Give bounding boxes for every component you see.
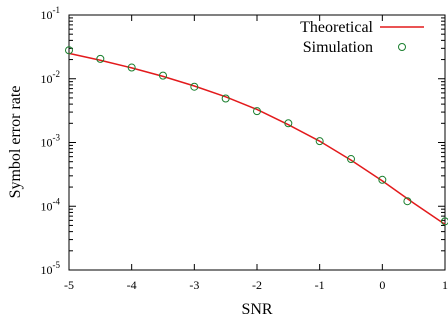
- y-axis-label: Symbol error rate: [7, 86, 24, 199]
- plot-frame: [68, 14, 446, 271]
- x-axis-label: SNR: [241, 301, 272, 318]
- y-tick-base: 10: [41, 8, 53, 22]
- x-tick-label-0: -5: [64, 278, 74, 292]
- x-tick-label-4: -1: [315, 278, 325, 292]
- x-tick-label-1: -4: [127, 278, 137, 292]
- simulation-point-9: [347, 155, 355, 164]
- simulation-point-8: [315, 137, 324, 146]
- y-tick-base: 10: [41, 263, 53, 277]
- y-tick-label-1: 10-4: [41, 196, 61, 213]
- x-tick-label-3: -2: [252, 278, 262, 292]
- legend-marker-swatch: [398, 43, 406, 51]
- y-tick-label-0: 10-5: [41, 260, 61, 277]
- y-tick-exponent: -5: [53, 260, 61, 270]
- simulation-point-0: [65, 46, 73, 55]
- simulation-point-5: [221, 94, 230, 103]
- x-tick-label-6: 1: [442, 278, 448, 292]
- y-tick-label-4: 10-1: [41, 5, 61, 22]
- y-tick-label-2: 10-3: [41, 133, 61, 150]
- simulation-point-4: [190, 82, 199, 91]
- series-layer: [65, 46, 448, 226]
- simulation-point-12: [441, 217, 448, 226]
- y-tick-label-3: 10-2: [41, 69, 61, 86]
- y-tick-base: 10: [41, 199, 53, 213]
- simulation-point-7: [284, 119, 293, 128]
- y-tick-base: 10: [41, 72, 53, 86]
- y-tick-exponent: -3: [53, 133, 61, 143]
- y-tick-exponent: -1: [53, 5, 61, 15]
- legend-label-0: Theoretical: [300, 19, 373, 36]
- simulation-point-10: [378, 175, 387, 184]
- axis-ticks: -5 -4 -3 -2 -1 0 110-510-410-310-210-1: [41, 5, 448, 292]
- y-tick-exponent: -4: [53, 196, 61, 206]
- y-tick-base: 10: [41, 136, 53, 150]
- simulation-point-3: [159, 71, 167, 80]
- series-line-theoretical: [68, 52, 446, 225]
- simulation-point-11: [403, 197, 412, 206]
- x-tick-label-5: 0: [379, 278, 385, 292]
- x-tick-label-2: -3: [189, 278, 199, 292]
- simulation-point-1: [96, 54, 105, 63]
- plot-area: [68, 14, 446, 271]
- legend-label-1: Simulation: [303, 39, 373, 56]
- legend: Theoretical Simulation: [300, 19, 424, 56]
- simulation-point-6: [253, 107, 261, 116]
- y-tick-exponent: -2: [53, 69, 61, 79]
- simulation-point-2: [127, 63, 136, 72]
